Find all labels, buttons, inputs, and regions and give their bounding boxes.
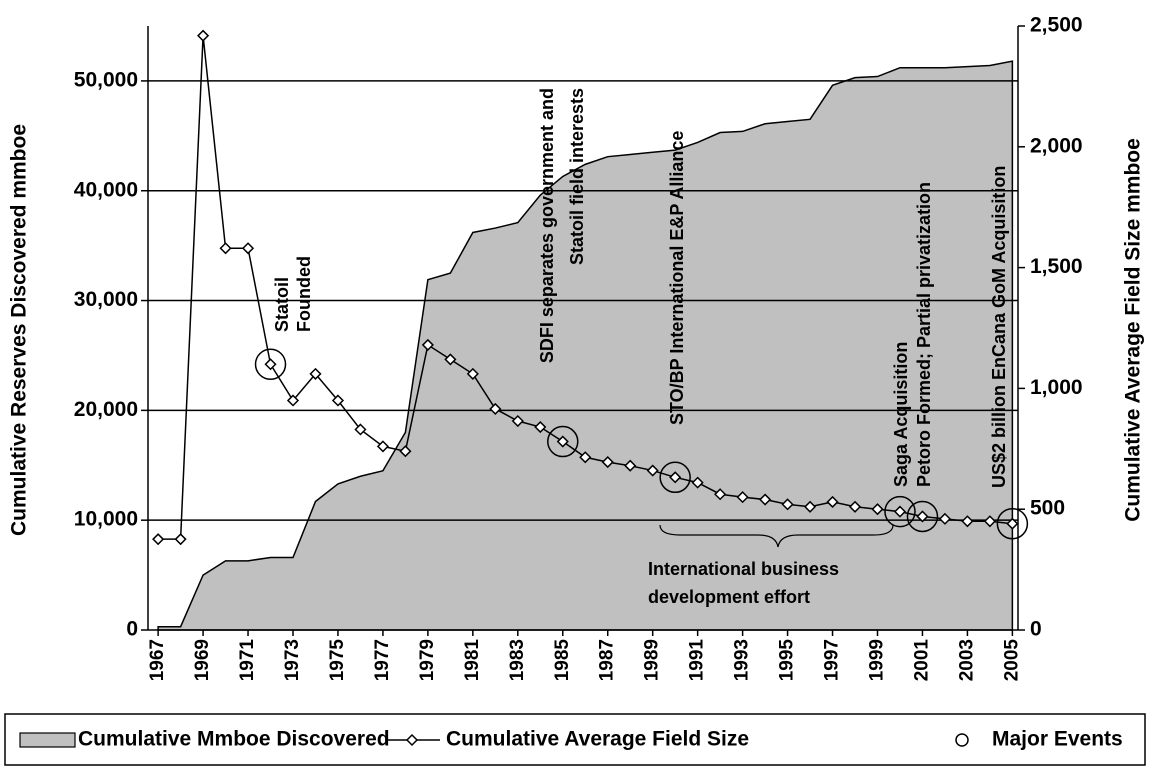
marker — [916, 510, 929, 523]
marker — [983, 515, 996, 528]
x-tick-label: 1993 — [732, 639, 753, 681]
marker — [556, 435, 569, 448]
marker — [376, 440, 389, 453]
x-tick-label: 2001 — [911, 639, 932, 682]
marker — [669, 471, 682, 484]
marker — [489, 402, 502, 415]
x-tick-label: 2003 — [956, 639, 977, 681]
x-tick-label: 1969 — [192, 639, 213, 681]
marker — [601, 456, 614, 469]
x-tick-label: 1983 — [507, 639, 528, 681]
y-tick-label: 10,000 — [74, 508, 138, 531]
marker — [331, 394, 345, 407]
marker — [691, 476, 704, 489]
marker — [444, 353, 457, 366]
annotation: SDFI separates government and — [537, 88, 557, 363]
marker — [848, 500, 862, 513]
x-tick-label: 1999 — [867, 639, 888, 681]
marker — [803, 500, 817, 513]
marker — [759, 493, 772, 506]
x-tick-label: 1975 — [327, 639, 348, 682]
marker — [511, 414, 524, 428]
event-marker — [659, 461, 691, 494]
marker — [534, 420, 547, 434]
y-tick-label: 50,000 — [74, 68, 138, 91]
annotation: Statoil — [272, 277, 292, 332]
legend-swatch — [19, 732, 76, 748]
annotation: STO/BP International E&P Alliance — [667, 131, 687, 425]
y2-tick-label: 2,500 — [1030, 14, 1083, 37]
marker — [264, 358, 277, 371]
x-tick-label: 1991 — [687, 639, 708, 682]
brace — [659, 524, 894, 548]
marker — [286, 394, 300, 407]
annotation: US$2 billion EnCana GoM Acquisition — [989, 166, 1009, 488]
marker — [399, 445, 412, 458]
x-tick-label: 1979 — [417, 639, 438, 681]
marker — [152, 533, 165, 546]
y2-tick-label: 0 — [1030, 618, 1042, 641]
marker — [871, 503, 884, 516]
legend-swatch — [955, 733, 969, 747]
marker — [938, 512, 951, 525]
annotation: Statoil field interests — [567, 88, 587, 265]
marker — [781, 498, 794, 511]
x-tick-label: 1985 — [552, 639, 573, 682]
legend-label: Cumulative Average Field Size — [446, 728, 749, 751]
legend-box — [4, 713, 1146, 766]
marker — [197, 29, 210, 42]
event-marker — [884, 495, 916, 528]
marker — [893, 505, 907, 518]
marker — [826, 495, 839, 509]
annotation: Saga Acquisition — [891, 342, 911, 487]
y-axis-label: Cumulative Reserves Discovered mmboe — [8, 124, 31, 536]
y-tick-label: 20,000 — [74, 398, 138, 421]
marker — [354, 423, 367, 436]
legend-label: Cumulative Mmboe Discovered — [78, 728, 390, 751]
event-marker — [254, 348, 287, 380]
marker — [466, 367, 479, 380]
annotation: development effort — [648, 587, 810, 607]
area — [157, 60, 1014, 631]
x-tick-label: 1971 — [237, 639, 258, 682]
marker — [646, 464, 659, 477]
annotation: International business — [648, 559, 839, 579]
marker — [309, 367, 322, 380]
y2-tick-label: 500 — [1030, 497, 1065, 520]
legend-label: Major Events — [992, 728, 1123, 751]
marker — [219, 242, 232, 255]
marker — [579, 451, 592, 464]
x-tick-label: 1995 — [777, 639, 798, 682]
x-tick-label: 1989 — [642, 639, 663, 681]
event-marker — [547, 425, 579, 458]
x-tick-label: 1967 — [147, 639, 168, 681]
marker — [714, 488, 727, 501]
x-tick-label: 1973 — [282, 639, 303, 681]
event-marker — [996, 507, 1029, 540]
y-tick-label: 40,000 — [74, 178, 138, 201]
x-tick-label: 1987 — [597, 639, 618, 681]
marker — [174, 533, 187, 546]
x-tick-label: 2005 — [1001, 639, 1022, 682]
marker — [961, 515, 974, 528]
annotation: Petoro Formed; Partial privatization — [914, 182, 934, 487]
y-tick-label: 0 — [126, 618, 138, 641]
annotation: Founded — [294, 256, 314, 332]
marker — [241, 242, 255, 255]
marker — [736, 491, 749, 504]
y-tick-label: 30,000 — [74, 288, 138, 311]
x-tick-label: 1997 — [822, 639, 843, 681]
y2-axis-label: Cumulative Average Field Size mmboe — [1122, 138, 1145, 522]
y2-tick-label: 2,000 — [1030, 134, 1083, 157]
y2-tick-label: 1,500 — [1030, 255, 1083, 278]
event-marker — [906, 500, 939, 533]
x-tick-label: 1977 — [372, 639, 393, 681]
marker — [624, 459, 637, 472]
legend-swatch — [405, 733, 419, 747]
y2-tick-label: 1,000 — [1030, 376, 1083, 399]
x-tick-label: 1981 — [462, 639, 483, 682]
marker — [421, 338, 434, 351]
marker — [1006, 517, 1019, 530]
